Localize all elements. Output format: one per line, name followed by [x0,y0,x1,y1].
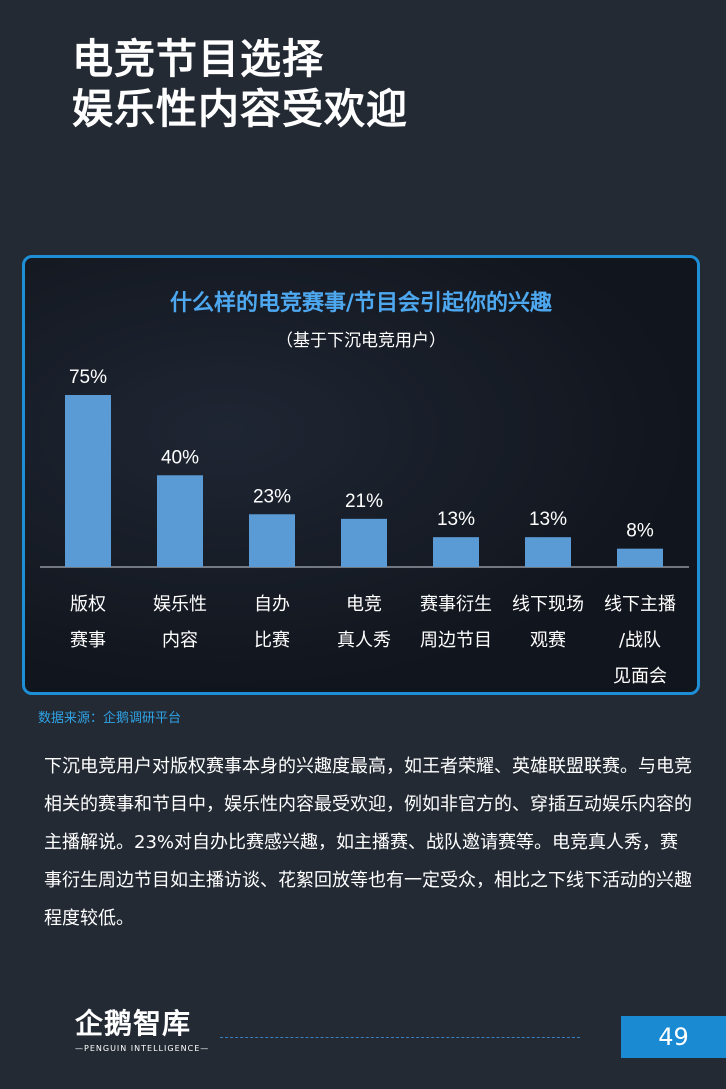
logo-subtitle: —PENGUIN INTELLIGENCE— [75,1044,210,1053]
category-label: 线下主播 [604,594,676,615]
page-title-line1: 电竞节目选择 [72,35,324,83]
bar [617,548,663,567]
category-label: 电竞 [346,594,382,615]
data-label: 23% [253,486,291,507]
category-label: /战队 [619,630,661,651]
category-label: 自办 [254,594,290,615]
category-label: 真人秀 [337,630,391,651]
bar [433,537,479,567]
data-label: 40% [161,447,199,468]
category-label: 线下现场 [512,594,584,615]
logo: 企鹅智库 —PENGUIN INTELLIGENCE— [75,1002,210,1062]
page-title: 电竞节目选择 娱乐性内容受欢迎 [72,34,408,134]
logo-text: 企鹅智库 [75,1007,192,1040]
category-label: 见面会 [613,666,667,687]
category-label: 内容 [162,630,198,651]
bar [157,475,203,567]
chart-title: 什么样的电竞赛事/节目会引起你的兴趣 [169,291,553,316]
category-label: 赛事 [70,630,106,651]
data-source: 数据来源：企鹅调研平台 [38,711,182,726]
bar [341,518,387,567]
category-label: 娱乐性 [153,594,207,615]
data-label: 75% [69,367,107,388]
bar-chart: 75% 版权赛事 40% 娱乐性内容 23% 自办比赛 21% 电竞真人秀 13% 赛事衍生周边节… [40,367,689,687]
category-label: 版权 [70,594,106,615]
category-label: 比赛 [254,630,290,651]
data-label: 8% [626,521,654,542]
chart-subtitle: （基于下沉电竞用户） [276,331,446,351]
bar [525,537,571,567]
data-label: 13% [437,509,475,530]
category-label: 周边节目 [420,630,492,651]
page-number: 49 [621,1016,726,1058]
category-label: 赛事衍生 [420,594,492,615]
data-label: 13% [529,509,567,530]
chart-panel: 什么样的电竞赛事/节目会引起你的兴趣 （基于下沉电竞用户） 75% 版权赛事 40%… [22,255,700,695]
body-text: 下沉电竞用户对版权赛事本身的兴趣度最高，如王者荣耀、英雄联盟联赛。与电竞相关的赛… [44,756,692,929]
category-label: 观赛 [530,630,566,651]
bar [249,514,295,567]
data-label: 21% [345,491,383,512]
footer-divider [220,1037,580,1038]
bar [65,395,111,567]
page-title-line2: 娱乐性内容受欢迎 [72,85,408,133]
